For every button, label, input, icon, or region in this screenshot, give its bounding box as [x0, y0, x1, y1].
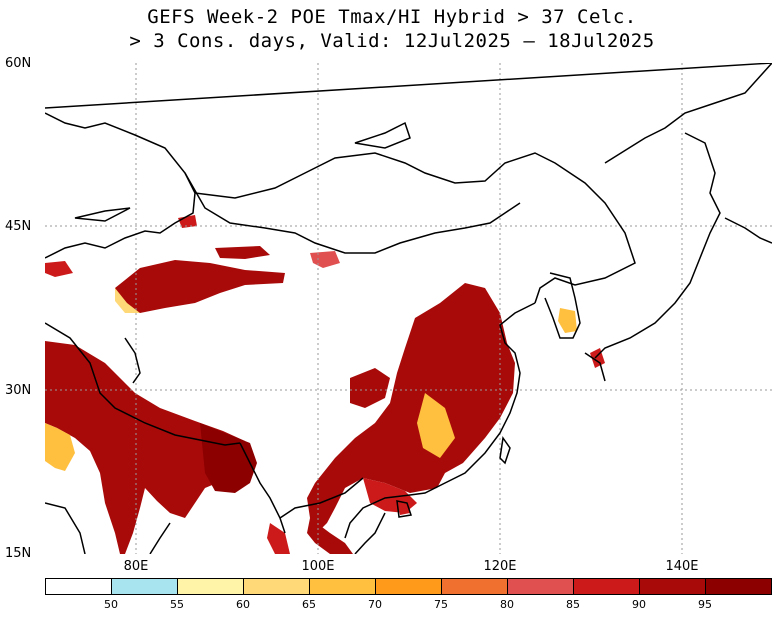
- legend-colorbar: [45, 578, 772, 595]
- shading-korea: [558, 308, 577, 333]
- shading-india-edge: [45, 423, 75, 471]
- legend-label: 60: [236, 598, 250, 611]
- legend-swatch: [508, 579, 574, 594]
- legend-swatch: [442, 579, 508, 594]
- legend-label: 85: [566, 598, 580, 611]
- lat-label-60n: 60N: [5, 56, 32, 71]
- lon-label-120e: 120E: [483, 559, 517, 574]
- map-panel: [45, 63, 772, 554]
- legend-label: 75: [434, 598, 448, 611]
- chart-title: GEFS Week-2 POE Tmax/HI Hybrid > 37 Celc…: [147, 6, 637, 28]
- shading-tarim-edge: [115, 288, 140, 313]
- graticule: [45, 63, 772, 554]
- shading-kazakh: [45, 261, 73, 277]
- legend-swatch: [376, 579, 442, 594]
- shading-tarim-north: [215, 246, 270, 259]
- lon-label-140e: 140E: [665, 559, 699, 574]
- legend-swatch: [706, 579, 771, 594]
- shading-tarim: [115, 260, 285, 313]
- legend-swatch: [574, 579, 640, 594]
- legend-swatch: [112, 579, 178, 594]
- legend-label: 90: [632, 598, 646, 611]
- legend-swatch: [640, 579, 706, 594]
- lon-label-80e: 80E: [123, 559, 149, 574]
- legend-label: 55: [170, 598, 184, 611]
- legend-label: 95: [698, 598, 712, 611]
- shading-bengal: [200, 423, 257, 493]
- legend-label: 65: [302, 598, 316, 611]
- legend-swatch: [310, 579, 376, 594]
- legend-swatch: [178, 579, 244, 594]
- legend-label: 50: [104, 598, 118, 611]
- shading-east-edge: [417, 393, 455, 458]
- shading-sichuan: [350, 368, 390, 408]
- lat-label-15n: 15N: [5, 546, 32, 561]
- legend-swatch: [46, 579, 112, 594]
- coastlines-borders: [45, 63, 772, 554]
- shading-japan-kyushu: [590, 348, 605, 368]
- shading-east-china: [307, 283, 515, 533]
- legend-label: 80: [500, 598, 514, 611]
- lat-label-45n: 45N: [5, 219, 32, 234]
- lat-label-30n: 30N: [5, 383, 32, 398]
- shading-indochina-west: [267, 523, 290, 554]
- legend-label: 70: [368, 598, 382, 611]
- chart-subtitle: > 3 Cons. days, Valid: 12Jul2025 – 18Jul…: [129, 30, 655, 52]
- lon-label-100e: 100E: [301, 559, 335, 574]
- shading-india: [45, 341, 250, 554]
- legend-swatch: [244, 579, 310, 594]
